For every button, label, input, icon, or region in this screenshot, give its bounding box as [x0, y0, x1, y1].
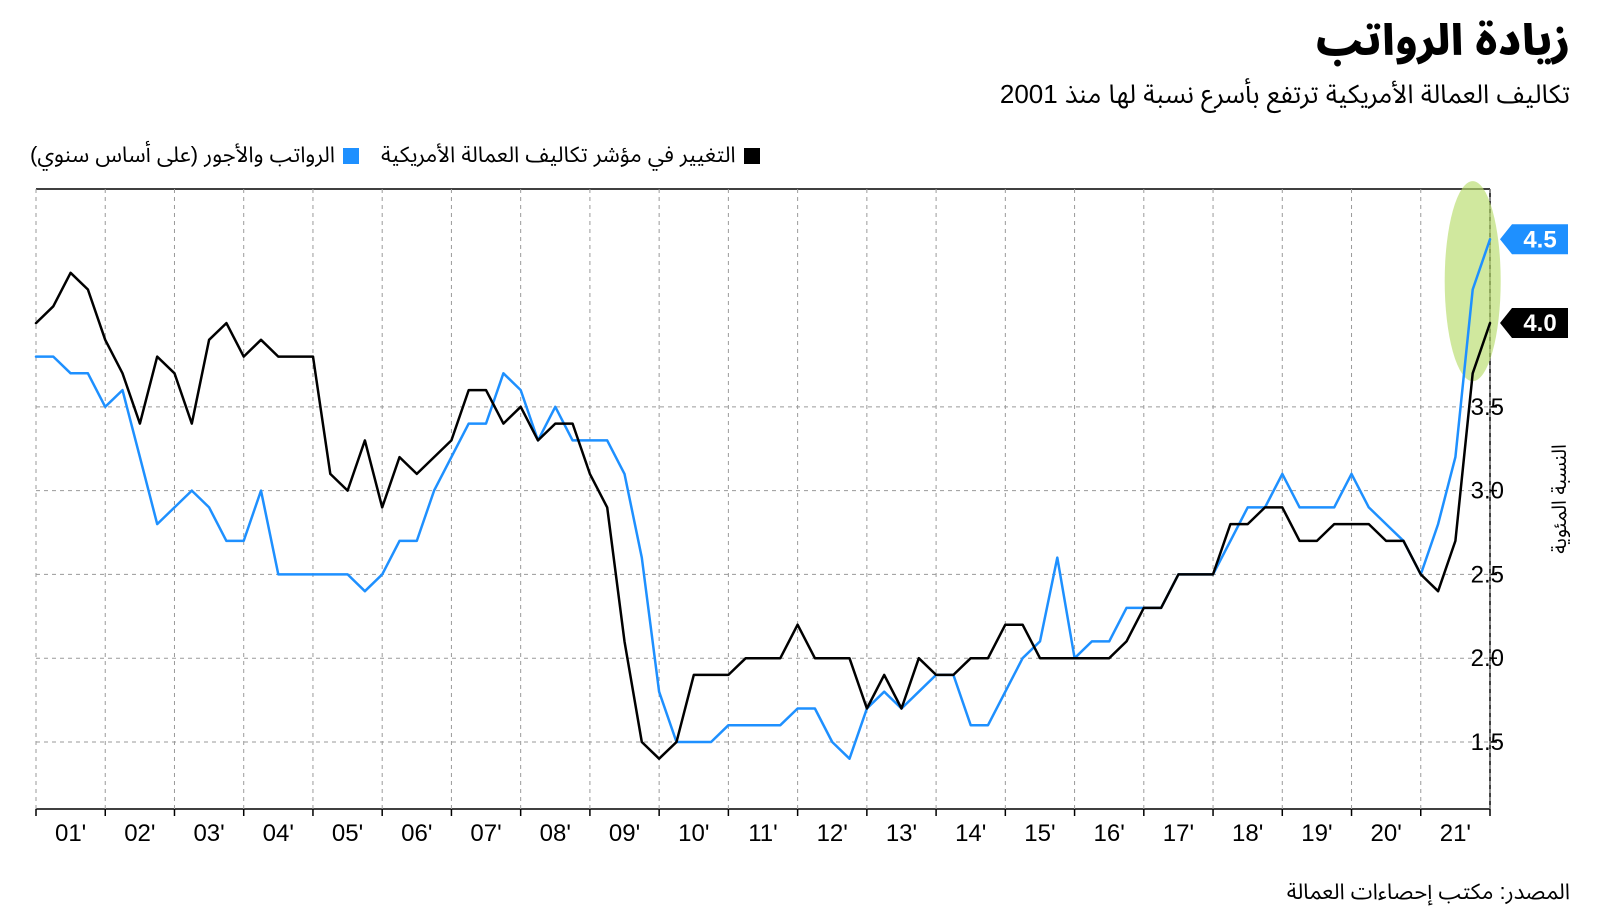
svg-text:'13: '13	[886, 820, 917, 847]
chart-area: 1.5 2.0 2.5 3.0 3.5 '01 '02 '03 '04 '05 '06 '07 '08 '…	[30, 179, 1570, 864]
svg-text:'16: '16	[1094, 820, 1125, 847]
svg-text:'20: '20	[1370, 820, 1401, 847]
svg-text:'18: '18	[1232, 820, 1263, 847]
svg-text:4.5: 4.5	[1523, 226, 1556, 253]
legend-item-series-a: التغيير في مؤشر تكاليف العمالة الأمريكية	[381, 133, 760, 179]
svg-text:النسبة المئوية: النسبة المئوية	[1549, 444, 1570, 553]
legend-label-a: التغيير في مؤشر تكاليف العمالة الأمريكية	[381, 133, 736, 179]
legend-swatch-b	[343, 148, 359, 164]
svg-text:'17: '17	[1163, 820, 1194, 847]
svg-text:'04: '04	[263, 820, 294, 847]
svg-text:3.5: 3.5	[1471, 394, 1504, 421]
svg-text:1.5: 1.5	[1471, 729, 1504, 756]
chart-source: المصدر: مكتب إحصاءات العمالة	[30, 870, 1570, 916]
svg-text:2.5: 2.5	[1471, 562, 1504, 589]
legend: التغيير في مؤشر تكاليف العمالة الأمريكية…	[30, 133, 1570, 179]
svg-text:'11: '11	[748, 820, 778, 847]
legend-swatch-a	[744, 148, 760, 164]
line-chart-svg: 1.5 2.0 2.5 3.0 3.5 '01 '02 '03 '04 '05 '06 '07 '08 '…	[30, 179, 1570, 859]
svg-text:'15: '15	[1024, 820, 1055, 847]
chart-title: زيادة الرواتب	[30, 18, 1570, 64]
svg-text:'03: '03	[193, 820, 224, 847]
svg-text:'14: '14	[955, 820, 986, 847]
svg-text:'07: '07	[470, 820, 501, 847]
svg-text:'06: '06	[401, 820, 432, 847]
legend-item-series-b: الرواتب والأجور (على أساس سنوي)	[30, 133, 359, 179]
svg-text:4.0: 4.0	[1523, 310, 1556, 337]
svg-text:'02: '02	[124, 820, 155, 847]
svg-text:3.0: 3.0	[1471, 478, 1504, 505]
svg-text:'10: '10	[678, 820, 709, 847]
svg-text:'19: '19	[1301, 820, 1332, 847]
svg-text:'05: '05	[332, 820, 363, 847]
svg-text:'08: '08	[540, 820, 571, 847]
svg-text:'12: '12	[817, 820, 848, 847]
svg-text:'01: '01	[55, 820, 86, 847]
svg-text:2.0: 2.0	[1471, 645, 1504, 672]
legend-label-b: الرواتب والأجور (على أساس سنوي)	[30, 133, 335, 179]
svg-text:'09: '09	[609, 820, 640, 847]
chart-subtitle: تكاليف العمالة الأمريكية ترتفع بأسرع نسب…	[30, 68, 1570, 123]
svg-text:'21: '21	[1440, 820, 1471, 847]
